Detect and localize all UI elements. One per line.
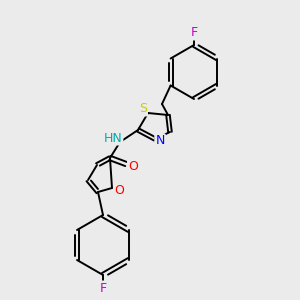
Text: O: O — [114, 184, 124, 197]
Text: S: S — [139, 103, 147, 116]
Text: F: F — [190, 26, 198, 40]
Text: HN: HN — [103, 131, 122, 145]
Text: F: F — [99, 281, 106, 295]
Text: N: N — [155, 134, 165, 148]
Text: O: O — [128, 160, 138, 172]
